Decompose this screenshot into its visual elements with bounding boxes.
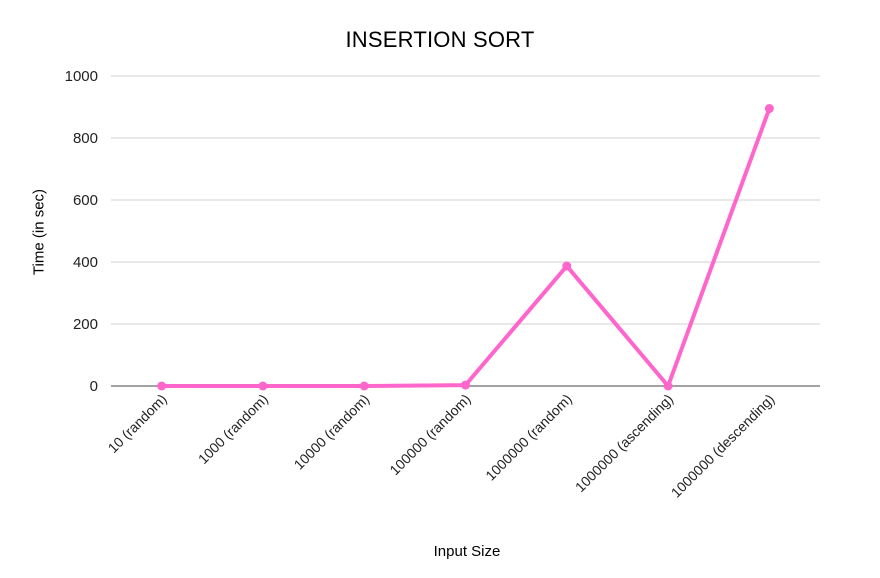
y-tick-label: 1000 (65, 68, 98, 85)
data-point (359, 381, 369, 391)
y-tick-label: 400 (73, 254, 98, 271)
data-point (461, 380, 470, 390)
x-axis-label: Input Size (433, 543, 501, 560)
data-point (258, 381, 268, 391)
x-tick-label: 1000000 (descending) (668, 391, 778, 501)
data-point (562, 261, 572, 271)
x-tick-label: 100000 (random) (386, 391, 473, 478)
chart-title: INSERTION SORT (345, 27, 535, 52)
x-tick-label: 10 (random) (105, 391, 170, 456)
x-tick-label: 1000000 (ascending) (572, 391, 676, 495)
data-point (157, 381, 167, 391)
y-tick-label: 200 (73, 316, 98, 333)
data-point (663, 381, 673, 391)
x-tick-label: 1000000 (random) (482, 391, 575, 484)
data-point (764, 104, 774, 114)
y-tick-label: 600 (73, 192, 98, 209)
x-tick-label: 10000 (random) (291, 391, 373, 473)
x-tick-label: 1000 (random) (195, 391, 271, 467)
series-line (159, 106, 772, 388)
y-tick-label: 0 (90, 378, 98, 395)
y-tick-label: 800 (73, 130, 98, 147)
